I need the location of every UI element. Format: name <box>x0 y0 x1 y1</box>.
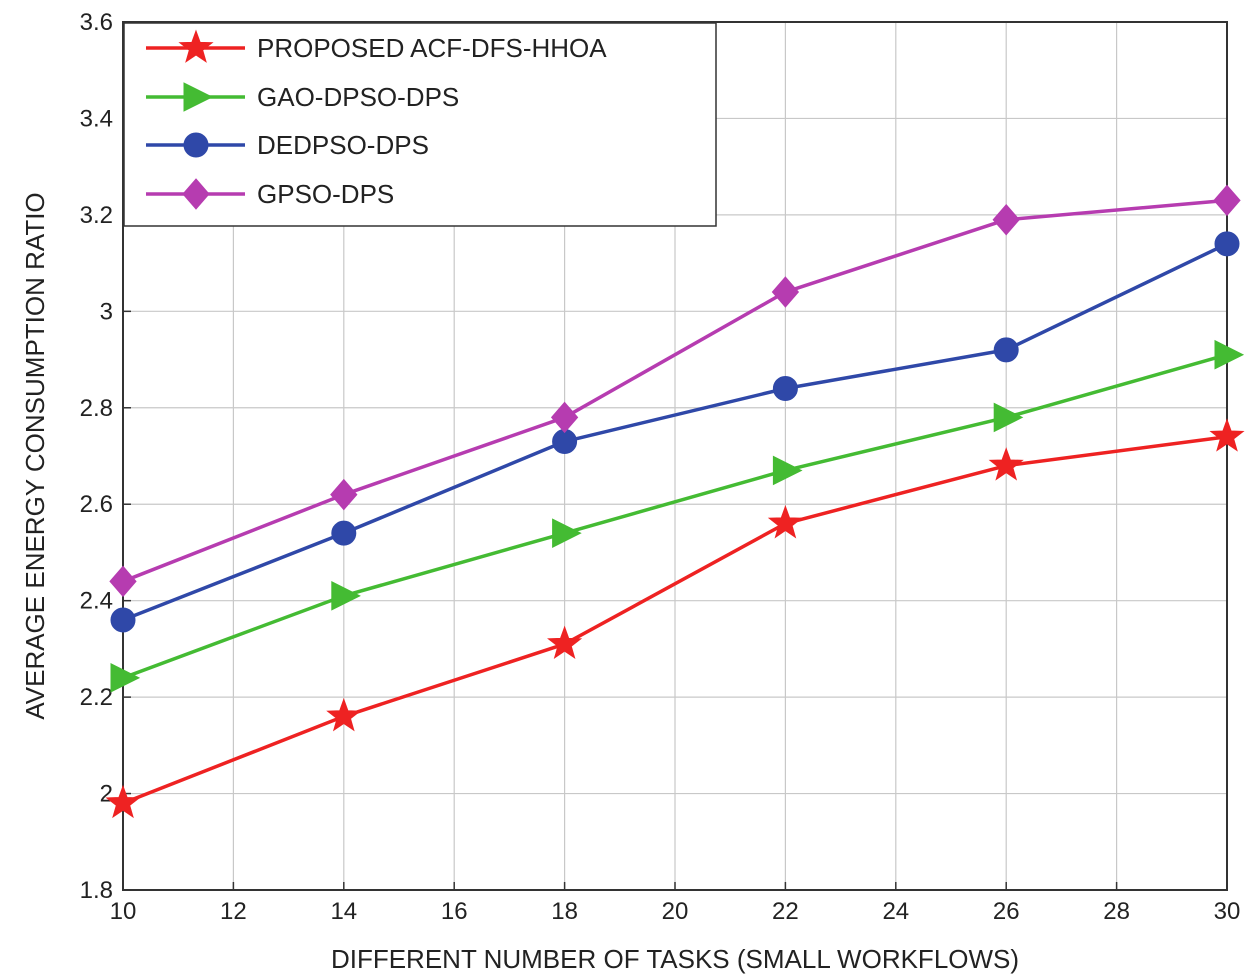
data-point <box>771 276 800 308</box>
data-point <box>993 402 1024 433</box>
legend-marker <box>183 132 209 158</box>
legend-label: GPSO-DPS <box>257 179 394 209</box>
series-line <box>122 242 1228 622</box>
y-axis: 1.8 2 2.2 2.4 2.6 2.8 3 3.2 3.4 3.6 <box>80 9 131 904</box>
series-group <box>105 184 1245 819</box>
y-tick-label: 3.4 <box>80 105 113 132</box>
x-axis-title: DIFFERENT NUMBER OF TASKS (SMALL WORKFLO… <box>331 944 1019 974</box>
legend-label: PROPOSED ACF-DFS-HHOA <box>257 33 607 63</box>
data-point <box>326 697 362 732</box>
legend-item: GPSO-DPS <box>146 178 394 210</box>
y-axis-title: AVERAGE ENERGY CONSUMPTION RATIO <box>20 192 50 719</box>
legend-box <box>123 22 717 227</box>
data-point <box>109 565 137 598</box>
x-tick-label: 28 <box>1103 898 1130 925</box>
x-tick-label: 30 <box>1214 898 1241 925</box>
legend-marker <box>182 178 210 210</box>
legend-marker <box>178 29 214 63</box>
x-tick-label: 14 <box>330 898 357 925</box>
data-point <box>110 607 136 633</box>
data-point <box>1209 418 1245 452</box>
x-tick-label: 24 <box>882 898 909 925</box>
y-tick-label: 3.6 <box>80 9 113 36</box>
y-tick-label: 2 <box>100 781 113 808</box>
legend-label: DEDPSO-DPS <box>257 130 429 160</box>
x-tick-label: 20 <box>662 898 689 925</box>
y-tick-label: 2.4 <box>80 588 113 615</box>
y-tick-label: 2.8 <box>80 395 113 422</box>
x-tick-label: 18 <box>551 898 578 925</box>
data-point <box>1213 184 1241 217</box>
data-point <box>547 625 583 660</box>
data-point <box>105 784 141 819</box>
series-1 <box>110 339 1245 693</box>
data-point <box>550 401 579 434</box>
data-point <box>552 518 582 548</box>
y-tick-label: 3 <box>100 298 113 325</box>
x-axis: 10 12 14 16 18 20 22 24 26 28 30 <box>110 882 1241 925</box>
legend-item: DEDPSO-DPS <box>146 130 429 160</box>
legend-item: GAO-DPSO-DPS <box>146 82 459 112</box>
x-tick-label: 16 <box>441 898 468 925</box>
x-tick-label: 12 <box>220 898 247 925</box>
legend-label: GAO-DPSO-DPS <box>257 82 459 112</box>
y-tick-label: 2.2 <box>80 684 113 711</box>
series-0 <box>105 418 1245 819</box>
legend: PROPOSED ACF-DFS-HHOA GAO-DPSO-DPS DEDPSO… <box>123 22 717 227</box>
data-point <box>767 505 803 539</box>
data-point <box>1214 231 1240 257</box>
y-tick-label: 3.2 <box>80 202 113 229</box>
series-line <box>122 198 1228 584</box>
data-point <box>772 455 803 486</box>
x-tick-label: 10 <box>110 898 137 925</box>
data-point <box>993 337 1019 363</box>
series-3 <box>109 184 1241 598</box>
y-tick-label: 2.6 <box>80 491 113 518</box>
legend-item: PROPOSED ACF-DFS-HHOA <box>146 29 607 63</box>
data-point <box>992 203 1020 236</box>
data-point <box>988 447 1024 481</box>
series-line <box>122 353 1228 680</box>
data-point <box>331 581 361 611</box>
data-point <box>331 520 357 546</box>
x-tick-label: 26 <box>993 898 1020 925</box>
data-point <box>772 375 798 401</box>
y-tick-label: 1.8 <box>80 877 113 904</box>
x-tick-label: 22 <box>772 898 799 925</box>
series-2 <box>110 231 1240 633</box>
legend-marker <box>183 82 214 112</box>
data-point <box>1214 339 1245 370</box>
series-line <box>122 434 1228 805</box>
data-point <box>110 663 141 693</box>
data-point <box>330 478 358 511</box>
